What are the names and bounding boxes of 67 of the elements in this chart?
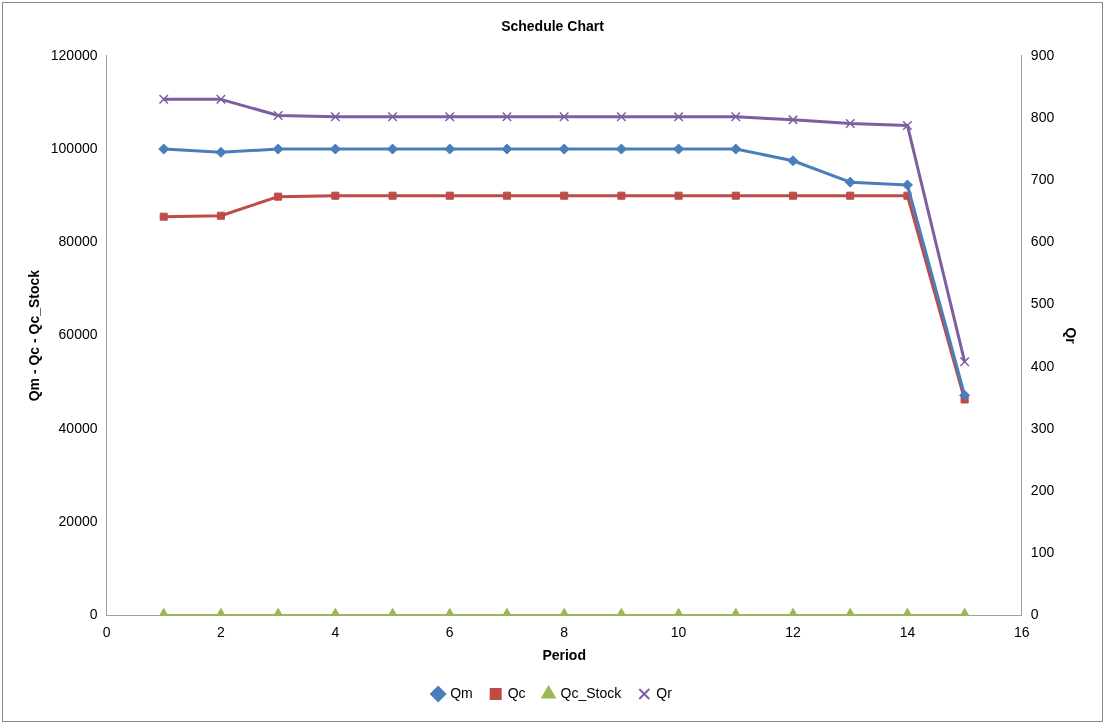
y-tick-label: 100000 <box>50 139 98 156</box>
point <box>674 191 683 200</box>
y2-tick-label: 600 <box>1030 233 1055 250</box>
point <box>444 111 455 122</box>
y-tick-label: 20000 <box>58 512 98 529</box>
chart-title: Schedule Chart <box>501 18 605 35</box>
point <box>788 191 798 200</box>
legend-label: Qr <box>656 684 673 701</box>
y2-axis-title: Qr <box>1062 327 1079 345</box>
y2-tick-label: 400 <box>1030 357 1055 374</box>
point <box>846 191 855 200</box>
point <box>730 143 742 155</box>
y2-tick-label: 300 <box>1030 419 1055 436</box>
y2-tick-label: 100 <box>1030 544 1055 561</box>
x-tick-label: 8 <box>560 623 569 640</box>
point <box>673 111 684 122</box>
x-tick-label: 6 <box>445 623 454 640</box>
point <box>216 211 225 220</box>
point <box>445 191 454 200</box>
legend-label: Qc_Stock <box>560 684 623 701</box>
point <box>559 111 570 122</box>
legend-label: Qm <box>450 684 473 701</box>
point <box>330 111 341 122</box>
x-tick-label: 14 <box>899 623 916 640</box>
point <box>158 94 169 105</box>
point <box>844 176 856 188</box>
point <box>274 192 283 201</box>
y2-tick-label: 900 <box>1030 46 1055 63</box>
point <box>730 111 741 122</box>
point <box>959 356 970 367</box>
x-tick-label: 0 <box>102 623 111 640</box>
point <box>731 191 740 200</box>
x-tick-label: 4 <box>331 623 340 640</box>
point <box>845 118 856 129</box>
y-tick-label: 120000 <box>50 46 98 63</box>
point <box>388 191 397 200</box>
x-tick-label: 10 <box>670 623 687 640</box>
point <box>331 191 340 200</box>
point <box>787 155 799 167</box>
y-tick-label: 0 <box>89 606 98 623</box>
point <box>788 114 798 125</box>
x-axis-title: Period <box>542 647 586 664</box>
point <box>502 191 512 200</box>
x-tick-label: 12 <box>785 623 802 640</box>
point <box>902 120 913 131</box>
point <box>215 94 226 105</box>
point <box>501 111 512 122</box>
y-axis-title: Qm - Qc - Qc_Stock <box>26 269 43 402</box>
y-tick-label: 60000 <box>58 326 98 343</box>
y2-tick-label: 700 <box>1030 171 1055 188</box>
y2-tick-label: 0 <box>1030 606 1039 623</box>
y2-tick-label: 800 <box>1030 108 1055 125</box>
point <box>159 212 168 221</box>
point <box>273 110 284 121</box>
point <box>215 146 227 158</box>
y-tick-label: 40000 <box>58 419 98 436</box>
x-tick-label: 2 <box>217 623 226 640</box>
point <box>560 191 569 200</box>
y2-tick-label: 500 <box>1030 295 1055 312</box>
y2-tick-label: 200 <box>1030 481 1055 498</box>
point <box>617 191 626 200</box>
legend-label: Qc <box>507 684 526 701</box>
x-tick-label: 16 <box>1014 623 1030 640</box>
point <box>616 111 627 122</box>
y-tick-label: 80000 <box>58 233 98 250</box>
point <box>959 389 971 401</box>
point <box>387 111 398 122</box>
